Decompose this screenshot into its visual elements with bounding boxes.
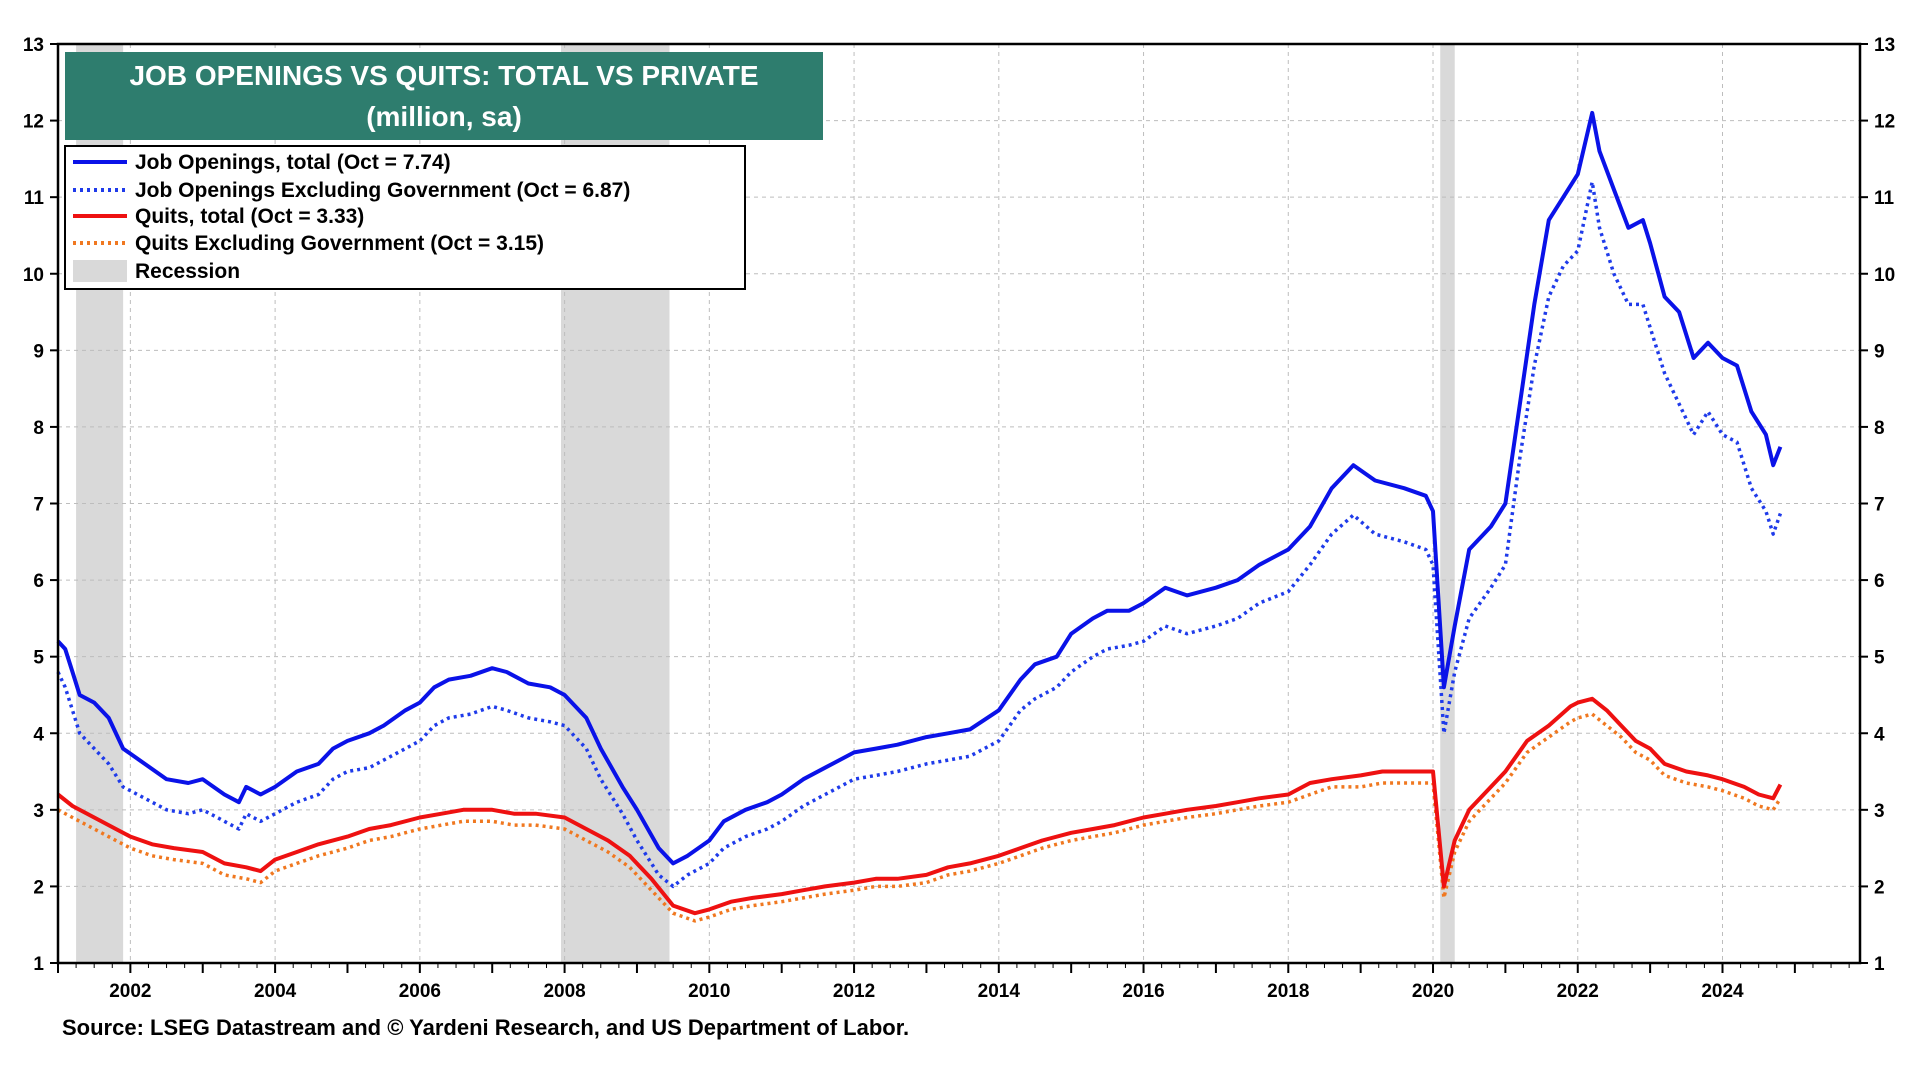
y-tick-label-right: 10 bbox=[1874, 265, 1895, 286]
legend-label-job-openings-private: Job Openings Excluding Government (Oct =… bbox=[135, 179, 630, 202]
legend-box bbox=[64, 145, 746, 290]
y-tick-label-left: 8 bbox=[33, 418, 44, 439]
legend-label-quits-total: Quits, total (Oct = 3.33) bbox=[135, 205, 364, 228]
y-tick-label-left: 2 bbox=[33, 877, 44, 898]
chart-subtitle: (million, sa) bbox=[366, 101, 522, 132]
legend-label-job-openings-total: Job Openings, total (Oct = 7.74) bbox=[135, 151, 451, 174]
x-tick-label: 2006 bbox=[399, 981, 441, 1002]
chart-title: JOB OPENINGS VS QUITS: TOTAL VS PRIVATE bbox=[129, 60, 758, 91]
x-tick-label: 2002 bbox=[109, 981, 151, 1002]
x-tick-label: 2008 bbox=[543, 981, 585, 1002]
x-tick-label: 2016 bbox=[1122, 981, 1164, 1002]
legend-swatch-recession bbox=[73, 260, 127, 282]
y-tick-label-right: 3 bbox=[1874, 801, 1885, 822]
x-tick-label: 2022 bbox=[1557, 981, 1599, 1002]
y-tick-label-left: 3 bbox=[33, 801, 44, 822]
source-note: Source: LSEG Datastream and © Yardeni Re… bbox=[62, 1015, 909, 1040]
y-tick-label-right: 9 bbox=[1874, 341, 1885, 362]
x-tick-label: 2012 bbox=[833, 981, 875, 1002]
y-tick-label-left: 7 bbox=[33, 495, 44, 516]
y-tick-label-right: 2 bbox=[1874, 877, 1885, 898]
legend: Job Openings, total (Oct = 7.74) Job Ope… bbox=[64, 145, 746, 290]
x-tick-label: 2024 bbox=[1701, 981, 1744, 1002]
series-line-job-openings-total bbox=[56, 110, 1783, 866]
x-tick-label: 2004 bbox=[254, 981, 297, 1002]
x-tick-label: 2010 bbox=[688, 981, 730, 1002]
x-tick-label: 2014 bbox=[978, 981, 1021, 1002]
title-block: JOB OPENINGS VS QUITS: TOTAL VS PRIVATE … bbox=[65, 52, 823, 140]
y-tick-label-right: 11 bbox=[1874, 188, 1895, 209]
y-tick-label-left: 6 bbox=[33, 571, 44, 592]
y-tick-label-right: 7 bbox=[1874, 495, 1885, 516]
y-tick-label-left: 9 bbox=[33, 341, 44, 362]
y-tick-label-right: 8 bbox=[1874, 418, 1885, 439]
y-tick-label-right: 4 bbox=[1874, 724, 1885, 745]
y-tick-label-left: 11 bbox=[24, 188, 45, 209]
y-tick-label-left: 10 bbox=[23, 265, 44, 286]
y-tick-label-right: 6 bbox=[1874, 571, 1885, 592]
y-tick-label-left: 12 bbox=[23, 112, 44, 133]
y-tick-label-right: 13 bbox=[1874, 35, 1895, 56]
y-tick-label-left: 1 bbox=[33, 954, 44, 975]
y-tick-label-left: 4 bbox=[33, 724, 44, 745]
series-lines bbox=[56, 110, 1783, 923]
legend-label-quits-private: Quits Excluding Government (Oct = 3.15) bbox=[135, 232, 544, 255]
x-tick-label: 2020 bbox=[1412, 981, 1454, 1002]
y-tick-label-right: 1 bbox=[1874, 954, 1885, 975]
y-tick-label-left: 13 bbox=[23, 35, 44, 56]
legend-label-recession: Recession bbox=[135, 260, 240, 283]
y-tick-label-right: 12 bbox=[1874, 112, 1895, 133]
y-tick-label-right: 5 bbox=[1874, 648, 1885, 669]
y-tick-label-left: 5 bbox=[33, 648, 44, 669]
x-tick-label: 2018 bbox=[1267, 981, 1309, 1002]
title-background bbox=[65, 52, 823, 140]
series-line-quits-total bbox=[56, 696, 1783, 916]
